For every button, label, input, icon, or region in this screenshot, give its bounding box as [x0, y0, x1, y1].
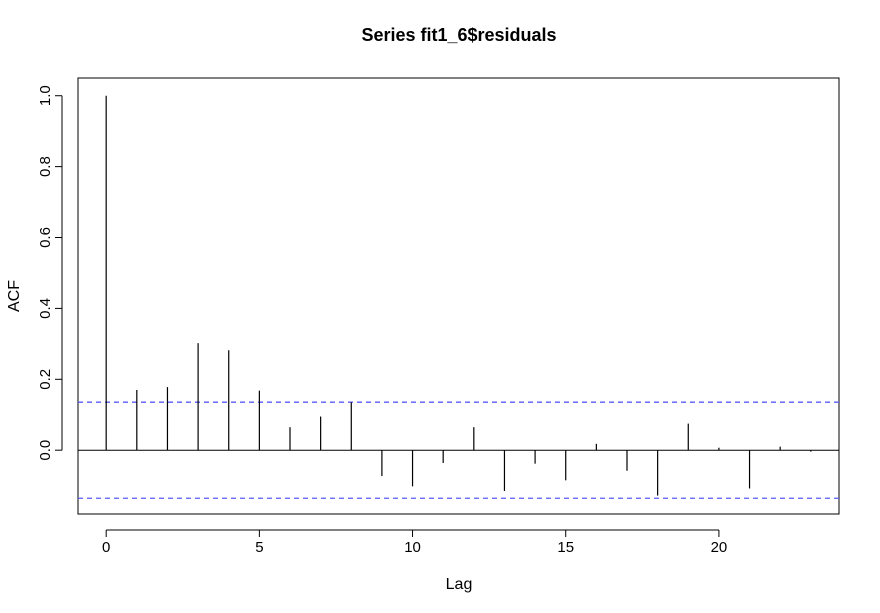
y-tick-label: 0.0 — [37, 440, 54, 461]
acf-marks — [78, 95, 839, 499]
x-tick-label: 0 — [102, 539, 110, 556]
x-tick-label: 10 — [404, 539, 421, 556]
y-axis: 0.0 0.2 0.4 0.6 0.8 1.0 — [37, 85, 63, 461]
x-axis-label: Lag — [446, 576, 473, 593]
x-axis: 0 5 10 15 20 — [102, 529, 728, 556]
x-tick-label: 20 — [711, 539, 728, 556]
y-tick-label: 0.2 — [37, 369, 54, 390]
y-tick-label: 0.6 — [37, 227, 54, 248]
y-tick-label: 0.8 — [37, 156, 54, 177]
y-tick-label: 0.4 — [37, 298, 54, 319]
y-axis-label: ACF — [6, 280, 23, 312]
x-tick-label: 5 — [255, 539, 263, 556]
y-tick-label: 1.0 — [37, 85, 54, 106]
x-tick-label: 15 — [557, 539, 574, 556]
chart-title: Series fit1_6$residuals — [361, 25, 556, 45]
plot-frame — [77, 77, 840, 515]
